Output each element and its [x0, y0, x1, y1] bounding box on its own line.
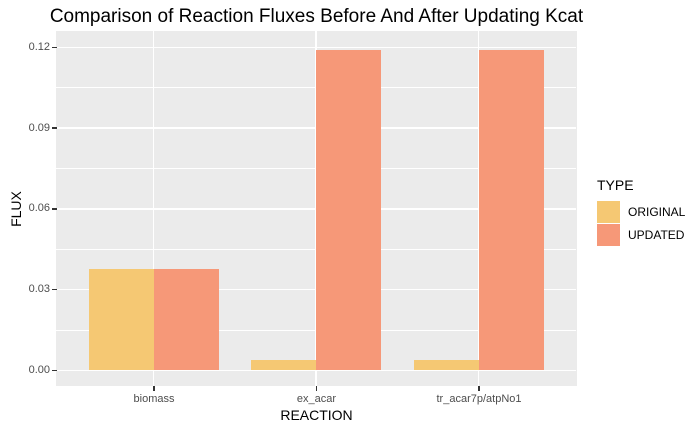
legend-swatch-original	[597, 201, 620, 223]
y-tick-label: 0.06	[28, 202, 50, 215]
legend-items: ORIGINAL UPDATED	[597, 201, 697, 246]
bar-original-ex_acar	[251, 359, 316, 371]
chart-title: Comparison of Reaction Fluxes Before And…	[49, 6, 584, 27]
legend-label: UPDATED	[628, 228, 685, 242]
x-axis-title: REACTION	[280, 407, 353, 423]
x-tick-label: tr_acar7p/atpNo1	[436, 393, 522, 405]
bar-original-biomass	[88, 268, 154, 371]
legend-item-original: ORIGINAL	[597, 201, 697, 223]
legend-label: ORIGINAL	[628, 205, 686, 219]
bar-updated-ex_acar	[316, 49, 381, 371]
legend-swatch-updated	[597, 224, 620, 246]
y-tick-mark	[52, 46, 57, 49]
x-tick-mark	[315, 386, 318, 391]
x-tick-label: ex_acar	[296, 393, 337, 405]
gridline-horizontal-major	[56, 369, 576, 372]
x-tick-mark	[153, 386, 155, 391]
x-tick-mark	[478, 386, 480, 391]
y-tick-label: 0.00	[28, 364, 50, 376]
gridline-horizontal-major	[56, 46, 576, 49]
bar-updated-biomass	[153, 268, 219, 371]
y-tick-mark	[52, 127, 57, 129]
y-tick-mark	[52, 369, 57, 372]
y-tick-label: 0.09	[28, 121, 50, 134]
y-tick-mark	[52, 288, 57, 291]
y-tick-mark	[52, 208, 57, 210]
y-tick-label: 0.12	[28, 40, 50, 53]
legend: TYPE ORIGINAL UPDATED	[597, 177, 697, 247]
x-tick-label: biomass	[133, 393, 175, 405]
bar-updated-tr_acar7p/atpNo1	[478, 49, 544, 371]
legend-item-updated: UPDATED	[597, 224, 697, 246]
y-tick-label: 0.03	[28, 283, 50, 296]
legend-title: TYPE	[597, 177, 634, 193]
plot-panel	[56, 31, 577, 386]
bar-original-tr_acar7p/atpNo1	[413, 359, 479, 371]
